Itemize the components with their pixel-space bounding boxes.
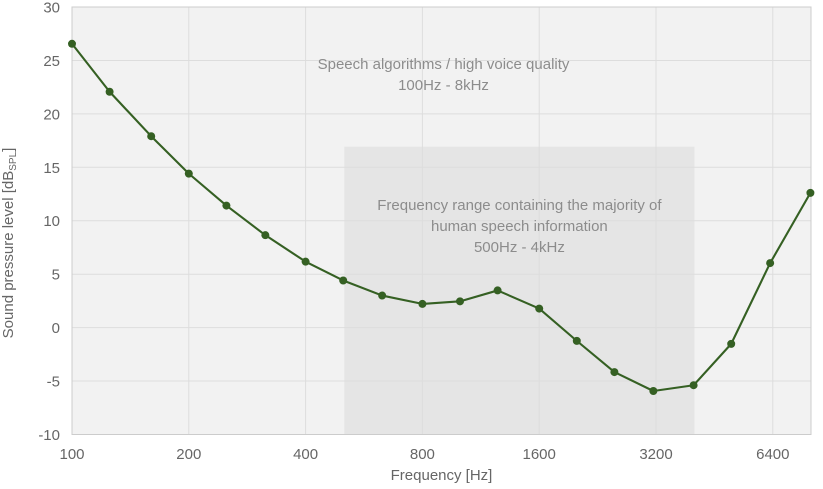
svg-text:5: 5 (52, 267, 60, 284)
svg-text:15: 15 (43, 160, 60, 177)
svg-text:6400: 6400 (756, 446, 789, 463)
svg-text:10: 10 (43, 213, 60, 230)
svg-text:100: 100 (59, 446, 84, 463)
svg-text:-5: -5 (47, 374, 60, 391)
svg-text:500Hz - 4kHz: 500Hz - 4kHz (474, 239, 565, 256)
svg-text:20: 20 (43, 106, 60, 123)
svg-text:400: 400 (293, 446, 318, 463)
svg-text:Speech algorithms / high voice: Speech algorithms / high voice quality (318, 56, 570, 73)
svg-text:25: 25 (43, 53, 60, 70)
svg-text:30: 30 (43, 0, 60, 17)
svg-text:Frequency [Hz]: Frequency [Hz] (391, 467, 493, 484)
svg-text:Sound pressure level [dBSPL]: Sound pressure level [dBSPL] (0, 148, 19, 339)
svg-text:Frequency range containing the: Frequency range containing the majority … (377, 197, 662, 214)
svg-text:human speech information: human speech information (431, 218, 608, 235)
svg-text:3200: 3200 (639, 446, 672, 463)
svg-text:100Hz - 8kHz: 100Hz - 8kHz (398, 77, 489, 94)
svg-text:200: 200 (176, 446, 201, 463)
svg-text:800: 800 (410, 446, 435, 463)
svg-text:0: 0 (52, 320, 60, 337)
svg-text:-10: -10 (38, 427, 60, 444)
svg-text:1600: 1600 (523, 446, 556, 463)
